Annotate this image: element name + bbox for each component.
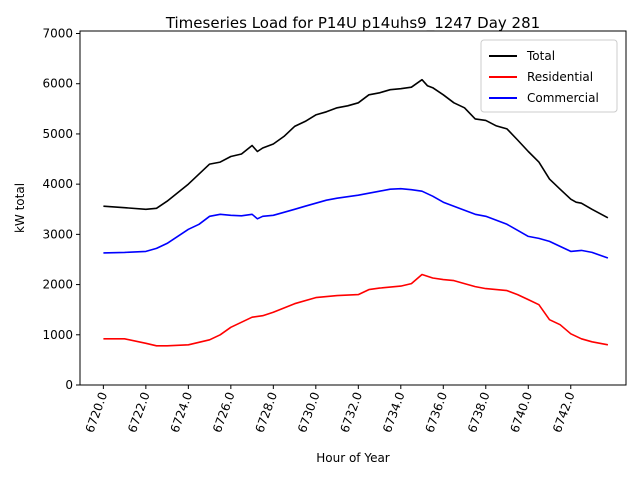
legend-frame xyxy=(480,39,618,113)
y-axis-label: kW total xyxy=(13,183,27,233)
y-tick-label: 3000 xyxy=(42,227,73,241)
legend-label-total: Total xyxy=(526,49,555,63)
x-tick-label: 6720.0 xyxy=(83,390,111,434)
x-tick-label: 6740.0 xyxy=(508,390,536,434)
x-axis: 6720.0 6722.0 6724.0 6726.0 6728.0 6730.0 6732… xyxy=(83,385,578,434)
series-line-commercial xyxy=(103,187,609,259)
y-tick-label: 7000 xyxy=(42,27,73,41)
y-tick-label: 0 xyxy=(65,378,73,392)
y-tick-label: 6000 xyxy=(42,77,73,91)
y-tick-label: 2000 xyxy=(42,278,73,292)
y-axis: 0 1000 2000 3000 4000 5000 6000 7000 xyxy=(42,27,80,392)
x-tick-label: 6730.0 xyxy=(295,390,323,434)
x-tick-label: 6738.0 xyxy=(465,390,493,434)
legend-label-commercial: Commercial xyxy=(527,91,599,105)
chart-title: Timeseries Load for P14U p14uhs9_1247 Da… xyxy=(165,14,540,33)
series-layer xyxy=(103,78,609,347)
x-tick-label: 6742.0 xyxy=(550,390,578,434)
x-tick-label: 6732.0 xyxy=(338,390,366,434)
legend-label-residential: Residential xyxy=(527,70,593,84)
legend-items: Total Residential Commercial xyxy=(489,49,599,105)
x-axis-label: Hour of Year xyxy=(316,451,390,465)
legend: Total Residential Commercial xyxy=(480,39,618,113)
y-tick-label: 4000 xyxy=(42,177,73,191)
plot-frame xyxy=(79,30,627,386)
y-tick-label: 5000 xyxy=(42,127,73,141)
series-line-total xyxy=(103,78,609,219)
x-tick-label: 6734.0 xyxy=(380,390,408,434)
x-tick-label: 6726.0 xyxy=(210,390,238,434)
series-line-residential xyxy=(103,273,609,347)
y-tick-label: 1000 xyxy=(42,328,73,342)
x-tick-label: 6724.0 xyxy=(168,390,196,434)
x-tick-label: 6728.0 xyxy=(253,390,281,434)
x-tick-label: 6722.0 xyxy=(125,390,153,434)
x-tick-label: 6736.0 xyxy=(423,390,451,434)
